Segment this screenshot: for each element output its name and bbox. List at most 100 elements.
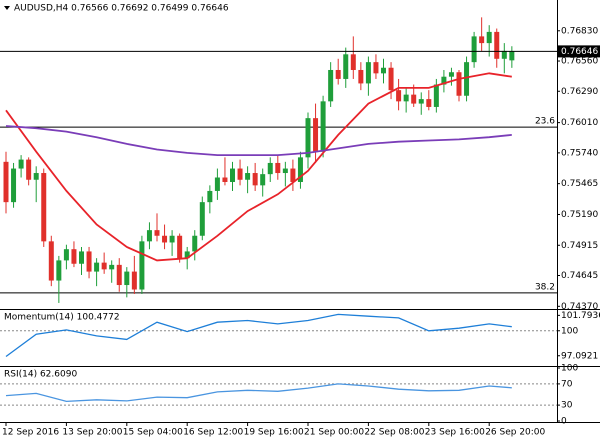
y-tick-label: 100 [561,364,578,374]
candle-body [509,51,515,61]
candle-body [297,157,303,182]
candle-body [252,173,258,186]
fibo-label: 23.6 [535,117,555,127]
candle-body [471,36,477,63]
x-tick-label: 23 Sep 16:00 [425,428,485,438]
candle-body [214,177,220,191]
candle-body [199,202,205,236]
x-tick-label: 22 Sep 08:00 [364,428,424,438]
candle-body [207,190,213,203]
last-price-label: 0.76646 [561,47,598,57]
y-tick-label: 101.7936 [561,311,600,321]
candle-body [184,251,190,259]
y-tick-label: 0.74915 [561,241,598,251]
candle-body [418,99,424,104]
candle-body [245,173,251,180]
y-tick-label: 30 [561,401,573,411]
candle-body [18,159,24,169]
candle-body [275,162,281,174]
candle-body [260,174,266,186]
candle-body [101,262,107,270]
candle-body [343,54,349,79]
candle-body [162,235,168,243]
y-tick-label: 0 [561,417,567,427]
y-tick-label: 0.76290 [561,87,598,97]
candle-body [365,62,371,84]
y-tick-label: 0.74645 [561,271,598,281]
candle-body [313,118,319,152]
candle-body [320,101,326,152]
candle-body [381,67,386,74]
candle-body [403,94,409,102]
y-tick-label: 0.76010 [561,118,598,128]
candle-body [56,260,62,281]
candle-body [328,69,334,102]
candle-body [222,177,228,182]
x-tick-label: 19 Sep 16:00 [244,428,304,438]
candle-body [433,84,439,107]
candle-body [479,36,485,44]
candle-body [48,241,54,281]
candle-body [139,241,145,290]
candle-body [411,94,417,104]
y-tick-label: 70 [561,379,573,389]
candle-body [441,76,447,85]
indicator-line [5,125,512,156]
y-tick-label: 0.75190 [561,210,598,220]
candle-body [86,251,92,272]
candle-body [3,161,9,203]
x-tick-label: 21 Sep 00:00 [304,428,364,438]
y-tick-label: 0.75740 [561,148,598,158]
indicator-line [5,72,512,262]
candle-body [464,62,470,96]
last-price-box [557,45,600,58]
candle-body [373,62,379,74]
candle-body [282,168,288,174]
fibo-label: 38.2 [535,282,555,292]
chart-title: AUDUSD,H4 0.76566 0.76692 0.76499 0.7664… [14,4,229,14]
y-tick-label: 97.0921 [561,351,598,361]
candle-body [388,67,394,91]
candle-body [305,118,311,158]
candle-body [192,235,198,252]
x-tick-label: 12 Sep 2016 [2,428,59,438]
candle-body [131,271,137,290]
candle-body [290,168,296,182]
candle-body [358,69,364,84]
x-tick-label: 26 Sep 20:00 [485,428,545,438]
candle-body [426,99,432,107]
candle-body [486,31,492,44]
candle-body [116,264,122,286]
indicator-title: RSI(14) 62.6090 [4,370,77,380]
candle-body [154,230,160,236]
candle-body [456,72,462,96]
candle-body [109,264,115,270]
x-tick-label: 13 Sep 20:00 [62,428,122,438]
candle-body [396,90,402,102]
candle-body [79,251,84,264]
candle-body [63,249,69,261]
candle-body [94,262,100,272]
candle-body [33,173,39,180]
candle-body [501,50,507,59]
candle-body [26,159,32,180]
y-tick-label: 100 [561,326,578,336]
candle-body [267,162,273,175]
menu-arrow [4,6,10,10]
indicator-line [5,313,512,358]
y-tick-label: 0.74370 [561,302,598,312]
candle-body [71,249,77,264]
candle-body [350,54,356,70]
candle-body [146,230,152,242]
candle-body [237,168,243,180]
candle-body [448,72,454,77]
candle-body [230,168,235,182]
x-tick-label: 16 Sep 12:00 [183,428,243,438]
candle-body [494,31,500,59]
candle-body [335,69,341,79]
y-tick-label: 0.76830 [561,26,598,36]
candle-body [177,235,183,259]
x-tick-label: 15 Sep 04:00 [123,428,183,438]
